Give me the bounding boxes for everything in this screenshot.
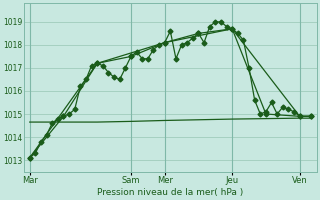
X-axis label: Pression niveau de la mer( hPa ): Pression niveau de la mer( hPa ) [97,188,244,197]
